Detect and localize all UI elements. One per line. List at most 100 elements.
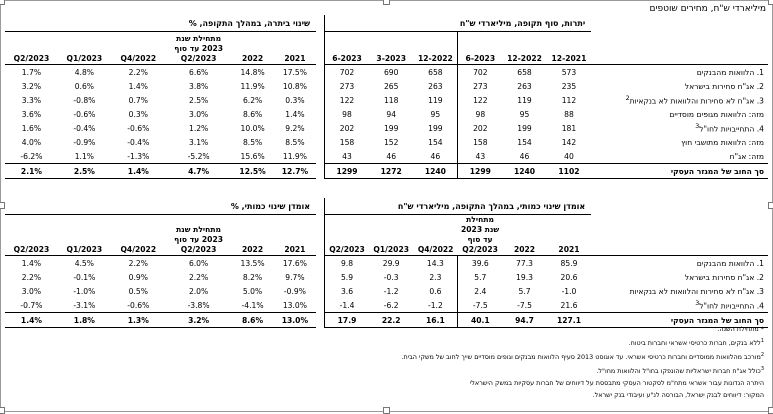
footnote-text: ללא בנקים, חברות כרטיסי אשראי וחברות ביט…	[628, 339, 761, 348]
table-cell: 0.6	[429, 286, 442, 296]
table-cell: -0.9%	[283, 286, 306, 296]
footnote-line: 2מורכב מהלוואות ממוסדיים וחברות כרטיסי א…	[144, 349, 764, 363]
table-cell: 88	[564, 109, 574, 119]
table-cell: 158	[457, 135, 503, 149]
table-cell: 1.3%	[110, 312, 166, 328]
table-cell: 15.6%	[240, 151, 265, 161]
table-cell: -1.2	[427, 300, 443, 310]
resize-handle-top-left[interactable]	[0, 0, 5, 5]
column-header: 12-2021	[546, 31, 592, 65]
table-cell: 17.5%	[282, 67, 307, 77]
column-header: Q4/2022	[413, 214, 458, 256]
column-header: Q1/2023	[57, 214, 111, 256]
table-cell: 11.9%	[282, 151, 307, 161]
table-cell: 6.0%	[188, 258, 209, 268]
table-cell: 273	[457, 79, 503, 93]
row-label-text: 3. אג"ח לא סחירות והלוואות לא בנקאיות	[629, 96, 764, 106]
footnotes: * מתחילת השנה. 1ללא בנקים, חברות כרטיסי א…	[144, 323, 764, 401]
table-cell: 127.1	[546, 312, 592, 328]
table-cell: 10.0%	[240, 123, 265, 133]
table-cell: 95	[430, 109, 441, 119]
table-cell: 8.2%	[242, 272, 263, 282]
footnote-marker: 3	[695, 122, 700, 130]
column-header: מתחילת שנת 2023 עד סוף Q2/2023	[457, 214, 503, 256]
table-cell: 17.9	[324, 312, 369, 328]
resize-handle-bottom-right[interactable]	[768, 407, 773, 414]
table-row: 3.2% 0.6% 1.4% 3.8% 11.9% 10.8% 273 265 263 273 26…	[5, 79, 768, 93]
group-header-quantity-nis: אומדן שינוי כמותי, במהלך התקופה, מיליארד…	[324, 198, 592, 215]
resize-handle-right[interactable]	[768, 202, 773, 209]
row-label-text: 4. התחייבויות לחו"ל	[699, 301, 764, 311]
footnote-text: המקור: דיווחים לבנק ישראל, הבורסה לנ"ע ו…	[592, 391, 764, 400]
row-label-text: מזה: הלוואות מגופים מוסדיים	[669, 109, 764, 119]
row-label-text: 1. הלוואות מהבנקים	[696, 67, 764, 77]
footnote-line: * מתחילת השנה.	[144, 323, 764, 335]
table-cell: 3.2%	[165, 312, 232, 328]
table-cell: 199	[428, 123, 443, 133]
table-cell: 2.2%	[128, 67, 148, 77]
table-cell: 1.4%	[110, 163, 166, 179]
table-cell: 5.7	[518, 286, 531, 296]
row-label-text: 4. התחייבויות לחו"ל	[699, 124, 764, 134]
table-cell: -0.3	[383, 272, 399, 282]
table-cell: 2.2%	[188, 272, 209, 282]
table-cell: 3.6%	[21, 109, 42, 119]
table-cell: 142	[561, 137, 577, 147]
table-cell: -0.8%	[73, 95, 96, 105]
table-cell: 0.3%	[128, 109, 148, 119]
table-cell: 181	[561, 123, 577, 133]
row-label: 3. אג"ח לא סחירות והלוואות לא בנקאיות	[591, 284, 768, 298]
resize-handle-bottom-left[interactable]	[0, 407, 5, 414]
table-cell: 0.7%	[128, 95, 148, 105]
table-cell: 658	[428, 67, 443, 77]
table-cell: 573	[561, 67, 577, 77]
table-cell: 1272	[368, 163, 414, 179]
table-cell: 98	[457, 107, 503, 121]
row-label-text: 2. אג"ח סחירות בישראל	[684, 81, 764, 91]
table-cell: 46	[386, 151, 397, 161]
table-cell: 1.4%	[128, 81, 148, 91]
table-cell: 2.4	[457, 284, 503, 298]
table-cell: -0.6%	[127, 300, 150, 310]
table-cell: 4.5%	[74, 258, 94, 268]
table-cell: -0.6%	[127, 123, 150, 133]
row-label-text: 3. אג"ח לא סחירות והלוואות לא בנקאיות	[629, 286, 764, 296]
table-cell: 19.3	[516, 272, 533, 282]
table-cell: 6.6%	[188, 67, 209, 77]
table-cell: 119	[428, 95, 443, 105]
column-header: 2021	[273, 31, 317, 65]
table-cell: 6.2%	[242, 95, 263, 105]
table-cell: 95	[519, 109, 530, 119]
table-cell: 2.2%	[128, 258, 148, 268]
table-cell: 5.7	[457, 270, 503, 284]
table-cell: -1.3%	[127, 151, 150, 161]
resize-handle-left[interactable]	[0, 202, 5, 209]
resize-handle-top-right[interactable]	[768, 0, 773, 5]
table-cell: 10.8%	[282, 81, 307, 91]
row-label: 3. אג"ח לא סחירות והלוואות לא בנקאיות2	[591, 93, 768, 107]
table-cell: 14.3	[426, 258, 444, 268]
column-headers: Q2/2023 Q1/2023 Q4/2022 מתחילת שנת 2023 …	[5, 214, 768, 256]
table-cell: 39.6	[457, 255, 503, 270]
table-cell: 1.8%	[57, 312, 111, 328]
table-cell: 0.9%	[128, 272, 148, 282]
table-cell: 43	[324, 149, 369, 164]
table-cell: 0.3%	[285, 95, 305, 105]
table-cell: -0.7%	[20, 300, 43, 310]
row-label: מזה: הלוואות מתושבי חוץ	[591, 135, 768, 149]
table-cell: 154	[517, 137, 532, 147]
resize-handle-top[interactable]	[383, 0, 390, 5]
table-cell: 1240	[502, 163, 547, 179]
row-label-text: סך החוב של המגזר העסקי	[670, 166, 764, 176]
table-cell: 13.5%	[240, 258, 265, 268]
column-header: 2022	[231, 31, 274, 65]
column-header: Q2/2023	[5, 214, 58, 256]
table-cell: 1.4%	[5, 312, 58, 328]
resize-handle-bottom[interactable]	[383, 407, 390, 414]
footnote-line: היתרה הנדונות עבור אשראי מתח"מ לסקטור הע…	[144, 377, 764, 389]
table-cell: 40	[564, 151, 574, 161]
table-cell: 1299	[457, 163, 503, 179]
table-cell: 122	[457, 93, 503, 107]
table-row: 2.2% -0.1% 0.9% 2.2% 8.2% 9.7% 5.9 -0.3 2.3 5.7 19…	[5, 270, 768, 284]
total-row: 1.4% 1.8% 1.3% 3.2% 8.6% 13.0% 17.9 22.2 16.1 40.…	[5, 312, 768, 328]
